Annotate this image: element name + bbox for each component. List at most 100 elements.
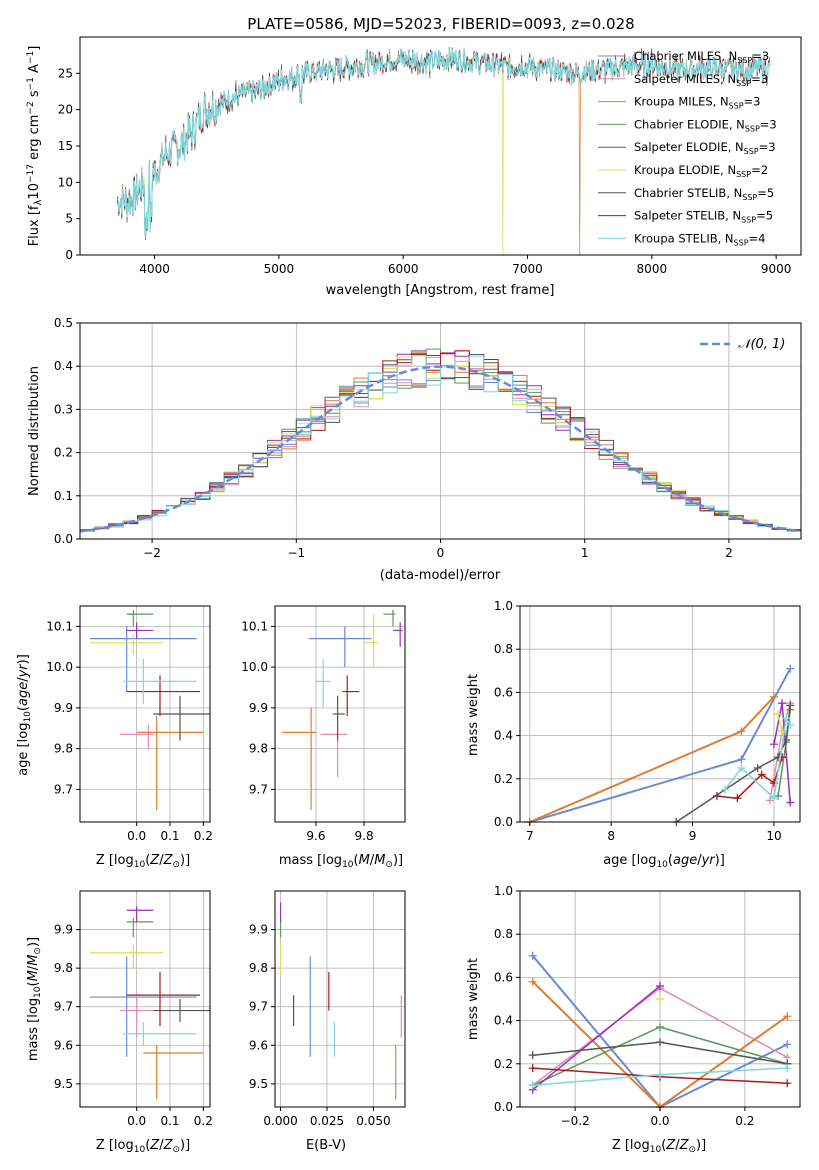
spectrum-xlabel: wavelength [Angstrom, rest frame] [326, 283, 555, 298]
spectrum-xticks: 4000 5000 6000 7000 8000 9000 [139, 255, 791, 276]
weight-marker [656, 982, 664, 991]
ytick-label: 9.7 [54, 1000, 73, 1014]
ytick-label: 1.0 [494, 884, 513, 898]
spectrum-ytick-label: 5 [65, 212, 73, 226]
legend-count: =3 [759, 140, 776, 154]
weight-marker [656, 1038, 664, 1047]
xtick-label: 0.025 [310, 1114, 344, 1128]
weight-marker [765, 796, 774, 805]
spectrum-ytick-label: 25 [58, 66, 73, 80]
weight-line [532, 985, 661, 1091]
weight-line [529, 696, 775, 823]
weight-vs-metallicity-panel: −0.2 0.0 0.2 0.0 0.2 0.4 0.6 0.8 1.0 [494, 884, 801, 1128]
ytick-label: 9.5 [54, 1077, 73, 1091]
spectrum-xtick-label: 5000 [264, 262, 295, 276]
weight-marker [778, 753, 787, 762]
xtick-label: 0.050 [356, 1114, 390, 1128]
weight-age-xlabel: age [log10(age/yr)] [603, 853, 725, 870]
legend-label: Chabrier STELIB, NSSP=5 [634, 186, 774, 202]
spectrum-ytick-label: 10 [58, 175, 73, 189]
residuals-xlabel: (data-model)/error [380, 568, 501, 583]
age-z-ylabel: age [log10(age/yr)] [16, 654, 33, 776]
ytick-label: 0.4 [494, 729, 513, 743]
weight-z-ylabel: mass weight [466, 958, 481, 1040]
weight-marker [528, 1051, 537, 1060]
age-vs-metallicity-panel: 0.0 0.1 0.2 9.7 9.8 9.9 10.0 10.1 [46, 605, 213, 843]
panel-frame [519, 605, 801, 823]
xtick-label: 0.1 [160, 1114, 179, 1128]
ytick-label: 0.0 [494, 1100, 513, 1114]
residuals-xtick-label: −1 [287, 546, 305, 560]
weight-marker [757, 770, 766, 779]
weight-line [675, 705, 791, 823]
spectrum-legend: Chabrier MILES, NSSP=3 Salpeter MILES, NS… [598, 49, 777, 247]
weight-marker [528, 951, 537, 960]
ytick-label: 9.9 [249, 923, 268, 937]
ytick-label: 0.6 [494, 685, 513, 699]
weight-marker [774, 710, 783, 718]
ytick-label: 10.1 [241, 619, 268, 633]
spectrum-xtick-label: 4000 [139, 262, 170, 276]
weight-marker [721, 785, 730, 794]
residuals-panel: −2 −1 0 1 2 0.0 0.1 0.2 0.3 0.4 0.5 𝒩(0, 1) (data… [27, 316, 802, 583]
weight-marker [778, 699, 787, 708]
legend-subscript: SSP [734, 238, 749, 247]
legend-label: Salpeter MILES, NSSP=3 [634, 72, 768, 88]
ytick-label: 9.6 [54, 1038, 73, 1052]
legend-count: =3 [760, 117, 777, 131]
gaussian-legend-label: 𝒩(0, 1) [738, 337, 785, 352]
weight-marker [656, 1070, 664, 1079]
spectrum-ylabel: Flux [fλ10−17 erg cm−2 s−1 A−1] [26, 46, 44, 247]
legend-label: Kroupa STELIB, NSSP=4 [634, 231, 765, 247]
gaussian-reference-curve [79, 365, 802, 533]
weight-marker [786, 798, 795, 807]
legend-count: =2 [751, 163, 768, 177]
ytick-label: 0.2 [494, 1057, 513, 1071]
residuals-xtick-label: 2 [725, 546, 733, 560]
xtick-label: 0.2 [735, 1114, 754, 1128]
weight-marker [783, 1079, 792, 1088]
xtick-label: 0.0 [127, 1114, 146, 1128]
ytick-label: 9.9 [54, 923, 73, 937]
residuals-xtick-label: −2 [143, 546, 161, 560]
residuals-yticks: 0.0 0.1 0.2 0.3 0.4 0.5 [54, 316, 80, 546]
spectrum-panel: Chabrier MILES, NSSP=3 Salpeter MILES, NS… [26, 36, 802, 298]
legend-label: Kroupa MILES, NSSP=3 [634, 95, 760, 111]
legend-count: =4 [749, 231, 766, 245]
weight-marker [656, 1023, 664, 1032]
mass-z-xlabel: Z [log10(Z/Z⊙)] [96, 1138, 190, 1155]
legend-subscript: SSP [736, 79, 751, 88]
ytick-label: 9.7 [54, 782, 73, 796]
legend-label: Salpeter STELIB, NSSP=5 [634, 209, 773, 225]
ytick-label: 9.8 [249, 742, 268, 756]
legend-subscript: SSP [744, 147, 759, 156]
legend-label: Salpeter ELODIE, NSSP=3 [634, 140, 776, 156]
ytick-label: 0.6 [494, 970, 513, 984]
residuals-ytick-label: 0.5 [54, 316, 73, 330]
weight-marker [769, 740, 778, 749]
legend-count: =5 [757, 186, 774, 200]
ytick-label: 9.7 [249, 782, 268, 796]
xtick-label: 0.2 [194, 829, 213, 843]
residuals-ytick-label: 0.2 [54, 446, 73, 460]
ytick-label: 10.0 [46, 660, 73, 674]
spectrum-xtick-label: 6000 [388, 262, 419, 276]
legend-count: =3 [744, 95, 761, 109]
weight-marker [769, 692, 778, 701]
ytick-label: 9.8 [54, 961, 73, 975]
weight-marker [786, 720, 795, 729]
legend-label: Chabrier MILES, NSSP=3 [634, 49, 769, 65]
ytick-label: 0.8 [494, 642, 513, 656]
ytick-label: 9.9 [54, 701, 73, 715]
spectrum-ytick-label: 20 [58, 103, 73, 117]
legend-label: Chabrier ELODIE, NSSP=3 [634, 117, 777, 133]
weight-vs-age-panel: 7 8 9 10 0.0 0.2 0.4 0.6 0.8 1.0 [494, 599, 801, 843]
residuals-ytick-label: 0.0 [54, 532, 73, 546]
spectrum-ytick-label: 15 [58, 139, 73, 153]
weight-marker [783, 1012, 792, 1021]
xtick-label: 0.2 [194, 1114, 213, 1128]
legend-subscript: SSP [742, 193, 757, 202]
ytick-label: 9.5 [249, 1077, 268, 1091]
weight-z-xlabel: Z [log10(Z/Z⊙)] [612, 1138, 706, 1155]
